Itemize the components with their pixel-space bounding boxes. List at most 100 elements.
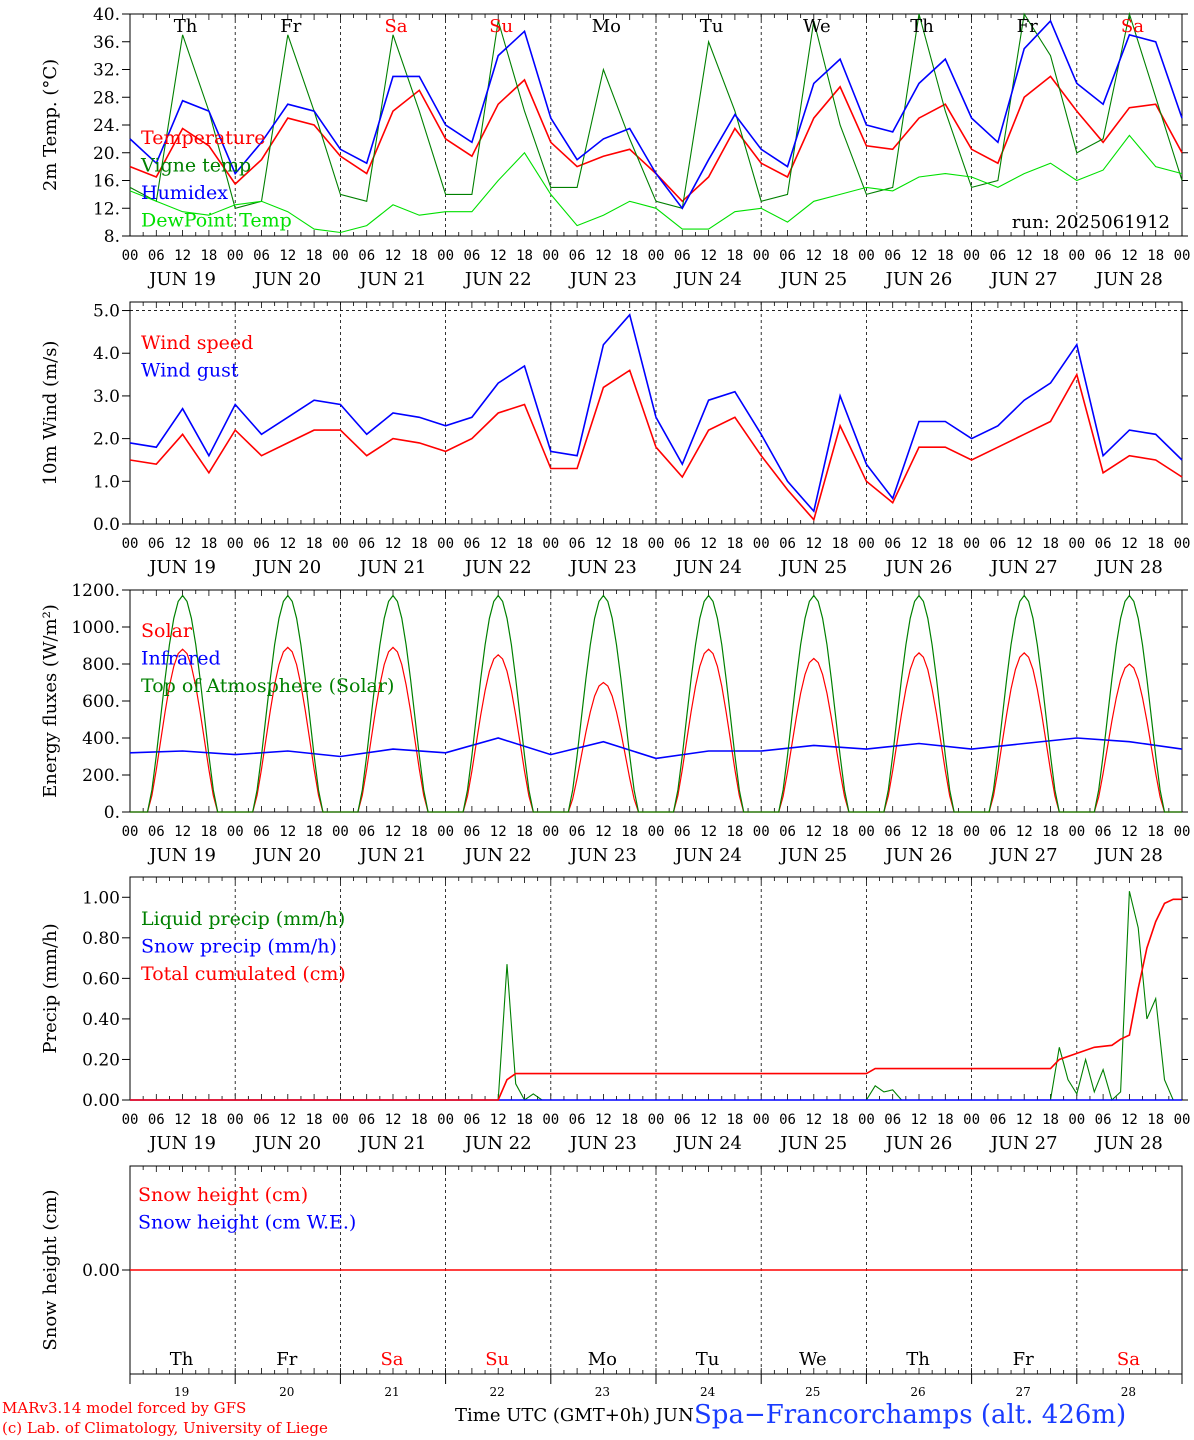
x-hour-label: 06 xyxy=(148,824,165,840)
x-hour-label: 12 xyxy=(490,536,507,552)
x-hour-label: 00 xyxy=(227,824,244,840)
x-hour-label: 00 xyxy=(1068,824,1085,840)
x-date-label: JUN 26 xyxy=(884,269,953,290)
x-hour-label: 00 xyxy=(753,1112,770,1128)
x-date-label: JUN 27 xyxy=(989,269,1058,290)
x-date-label: JUN 27 xyxy=(989,845,1058,866)
series-line-2 xyxy=(130,594,1182,813)
x-hour-label: 00 xyxy=(437,824,454,840)
x-hour-label: 18 xyxy=(200,248,217,264)
y-tick-label: 0. xyxy=(104,803,120,823)
x-hour-label: 18 xyxy=(726,1112,743,1128)
panel-1: 8. 12. 16. 20. 24. 28. 32. 36. 40. 2m Temp. (°C) T… xyxy=(40,5,1190,290)
x-hour-label: 00 xyxy=(542,1112,559,1128)
x-date-label: JUN 23 xyxy=(568,845,637,866)
x-hour-label: 18 xyxy=(516,536,533,552)
y-tick-label: 0.20 xyxy=(82,1050,120,1070)
y-axis-label: 10m Wind (m/s) xyxy=(40,341,61,486)
legend-entry: Wind gust xyxy=(141,360,239,382)
day-label: Sa xyxy=(384,16,407,37)
x-date-label: JUN 26 xyxy=(884,1133,953,1154)
x-hour-label: 06 xyxy=(569,824,586,840)
panel-4: 0.00 0.20 0.40 0.60 0.80 1.00 Precip (mm/h) Liq… xyxy=(40,876,1190,1154)
y-tick-label: 36. xyxy=(93,33,120,53)
x-hour-label: 06 xyxy=(358,824,375,840)
y-axis-label: Snow height (cm) xyxy=(40,1189,61,1350)
x-hour-label: 00 xyxy=(753,536,770,552)
x-date-label: JUN 20 xyxy=(252,557,321,578)
x-hour-label: 06 xyxy=(989,248,1006,264)
x-date-label: JUN 21 xyxy=(358,845,427,866)
x-hour-label: 00 xyxy=(332,248,349,264)
x-hour-label: 12 xyxy=(174,824,191,840)
x-hour-label: 00 xyxy=(753,248,770,264)
x-hour-label: 12 xyxy=(279,536,296,552)
x-hour-label: 06 xyxy=(884,536,901,552)
x-hour-label: 12 xyxy=(385,824,402,840)
day-label: Fr xyxy=(280,16,301,37)
y-tick-label: 1.00 xyxy=(82,888,120,908)
y-axis-label: Energy fluxes (W/m²) xyxy=(40,604,61,798)
x-hour-label: 06 xyxy=(253,824,270,840)
y-axis-label: Precip (mm/h) xyxy=(40,923,61,1053)
day-label: Th xyxy=(174,16,198,37)
x-hour-label: 00 xyxy=(542,248,559,264)
x-hour-label: 06 xyxy=(884,1112,901,1128)
day-number: 26 xyxy=(910,1385,925,1399)
x-hour-label: 12 xyxy=(805,248,822,264)
x-hour-label: 06 xyxy=(463,1112,480,1128)
x-hour-label: 06 xyxy=(253,1112,270,1128)
x-hour-label: 18 xyxy=(726,536,743,552)
x-date-label: JUN 19 xyxy=(147,1133,216,1154)
x-date-label: JUN 20 xyxy=(252,845,321,866)
x-hour-label: 18 xyxy=(516,824,533,840)
legend-entry: Wind speed xyxy=(141,332,253,354)
x-date-label: JUN 22 xyxy=(463,269,532,290)
series-line-2 xyxy=(130,898,1182,1101)
x-hour-label: 12 xyxy=(385,248,402,264)
x-hour-label: 18 xyxy=(516,248,533,264)
y-tick-label: 2.0 xyxy=(93,430,120,450)
x-date-label: JUN 21 xyxy=(358,1133,427,1154)
day-label: Tu xyxy=(696,1349,720,1370)
y-tick-label: 200. xyxy=(82,766,120,786)
day-label: Th xyxy=(910,16,934,37)
x-hour-label: 12 xyxy=(1016,824,1033,840)
x-hour-label: 12 xyxy=(1016,1112,1033,1128)
x-hour-label: 06 xyxy=(463,536,480,552)
y-tick-label: 0.40 xyxy=(82,1010,120,1030)
y-tick-label: 5.0 xyxy=(93,302,120,322)
x-date-label: JUN 25 xyxy=(778,1133,847,1154)
x-date-label: JUN 27 xyxy=(989,1133,1058,1154)
x-date-label: JUN 25 xyxy=(778,557,847,578)
x-hour-label: 18 xyxy=(621,248,638,264)
x-hour-label: 18 xyxy=(200,536,217,552)
x-hour-label: 18 xyxy=(306,536,323,552)
x-hour-label: 06 xyxy=(148,248,165,264)
x-hour-label: 12 xyxy=(1016,536,1033,552)
x-date-label: JUN 19 xyxy=(147,557,216,578)
day-number: 20 xyxy=(279,1385,294,1399)
x-hour-label: 06 xyxy=(1095,536,1112,552)
x-hour-label: 18 xyxy=(621,824,638,840)
y-tick-label: 28. xyxy=(93,88,120,108)
footer-credit-2: (c) Lab. of Climatology, University of L… xyxy=(2,1419,328,1437)
x-hour-label: 18 xyxy=(937,248,954,264)
x-hour-label: 18 xyxy=(306,248,323,264)
x-hour-label: 18 xyxy=(200,1112,217,1128)
x-hour-label: 18 xyxy=(726,824,743,840)
x-date-label: JUN 22 xyxy=(463,557,532,578)
y-tick-label: 1000. xyxy=(71,618,120,638)
x-hour-label: 12 xyxy=(385,1112,402,1128)
series-line-1 xyxy=(129,313,1183,513)
x-date-label: JUN 28 xyxy=(1094,845,1163,866)
y-tick-label: 1200. xyxy=(71,581,120,601)
x-hour-label: 06 xyxy=(989,1112,1006,1128)
x-hour-label: 06 xyxy=(779,824,796,840)
series-line-2 xyxy=(129,19,1183,210)
x-hour-label: 00 xyxy=(437,248,454,264)
x-hour-label: 12 xyxy=(911,248,928,264)
x-hour-label: 00 xyxy=(437,1112,454,1128)
x-hour-label: 18 xyxy=(832,536,849,552)
day-label: Fr xyxy=(1013,1349,1034,1370)
